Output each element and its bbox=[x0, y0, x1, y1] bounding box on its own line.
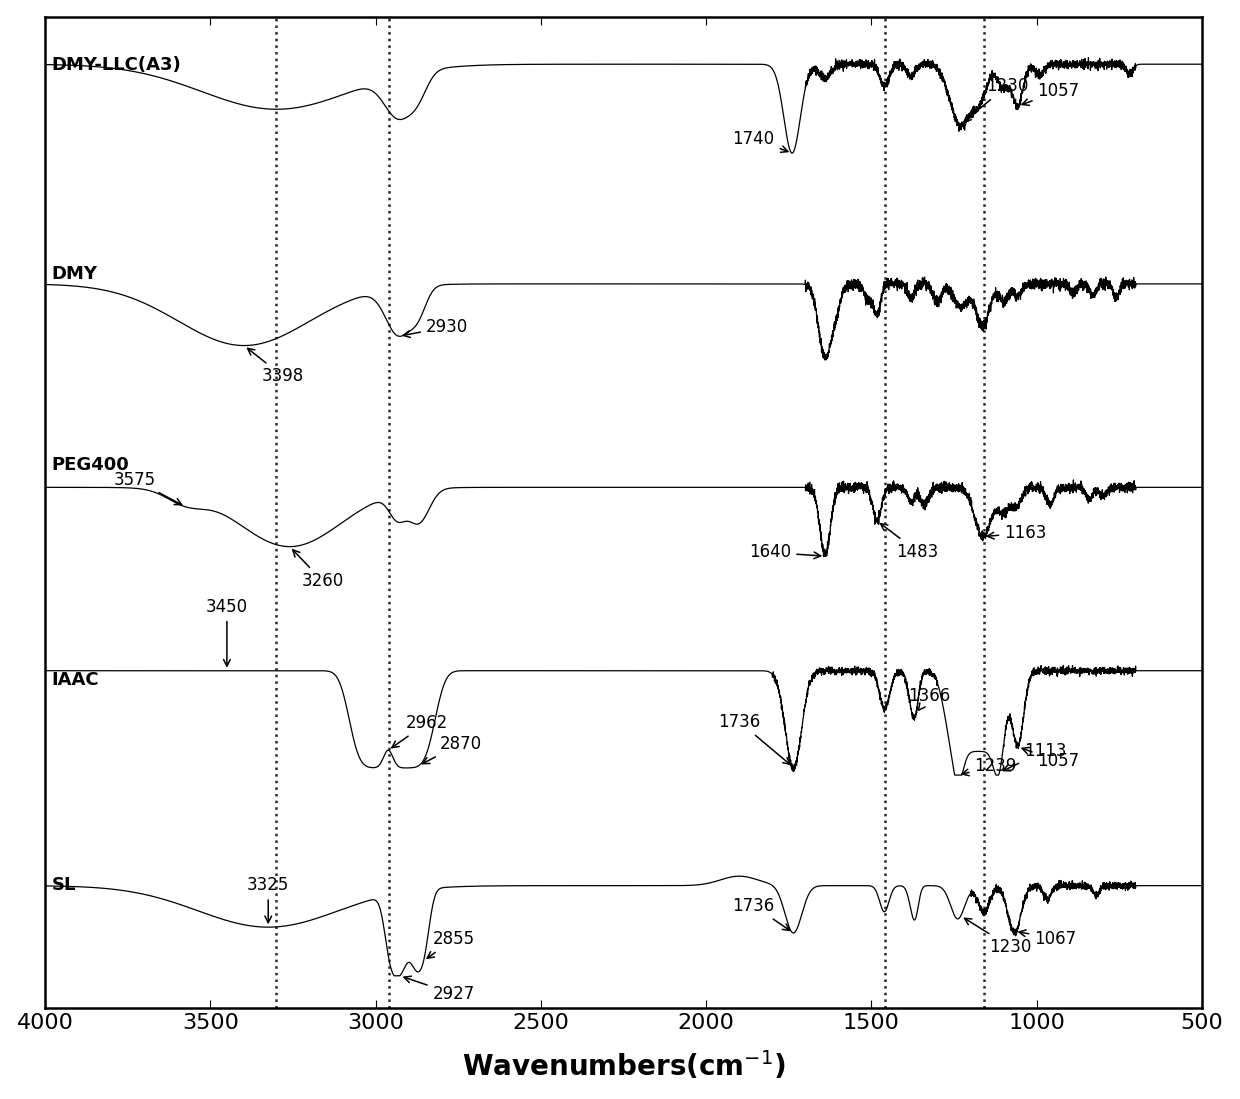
Text: 1366: 1366 bbox=[909, 687, 951, 710]
Text: 1736: 1736 bbox=[718, 713, 790, 765]
Text: 2930: 2930 bbox=[403, 318, 469, 337]
Text: 1230: 1230 bbox=[965, 77, 1028, 122]
Text: 1483: 1483 bbox=[880, 523, 939, 560]
Text: 3398: 3398 bbox=[248, 348, 304, 386]
X-axis label: Wavenumbers(cm$^{-1}$): Wavenumbers(cm$^{-1}$) bbox=[461, 1050, 785, 1083]
Text: 2962: 2962 bbox=[392, 714, 449, 747]
Text: 3260: 3260 bbox=[293, 550, 343, 590]
Text: 1230: 1230 bbox=[965, 919, 1032, 956]
Text: DMY: DMY bbox=[52, 265, 98, 282]
Text: 3450: 3450 bbox=[206, 598, 248, 666]
Text: 1067: 1067 bbox=[1019, 930, 1076, 947]
Text: 1239: 1239 bbox=[962, 757, 1017, 776]
Text: IAAC: IAAC bbox=[52, 670, 99, 689]
Text: 3575: 3575 bbox=[113, 470, 181, 504]
Text: 1640: 1640 bbox=[749, 544, 821, 562]
Text: 1057: 1057 bbox=[1022, 747, 1080, 770]
Text: PEG400: PEG400 bbox=[52, 456, 129, 475]
Text: DMY-LLC(A3): DMY-LLC(A3) bbox=[52, 56, 181, 74]
Text: 2855: 2855 bbox=[428, 930, 475, 958]
Text: 1740: 1740 bbox=[733, 130, 787, 153]
Text: 3325: 3325 bbox=[247, 876, 289, 923]
Text: 1057: 1057 bbox=[1022, 82, 1080, 106]
Text: 1163: 1163 bbox=[987, 524, 1047, 542]
Text: 1113: 1113 bbox=[1003, 742, 1066, 770]
Text: SL: SL bbox=[52, 876, 76, 895]
Text: 1736: 1736 bbox=[733, 897, 790, 931]
Text: 2870: 2870 bbox=[423, 735, 481, 764]
Text: 2927: 2927 bbox=[404, 976, 475, 1003]
